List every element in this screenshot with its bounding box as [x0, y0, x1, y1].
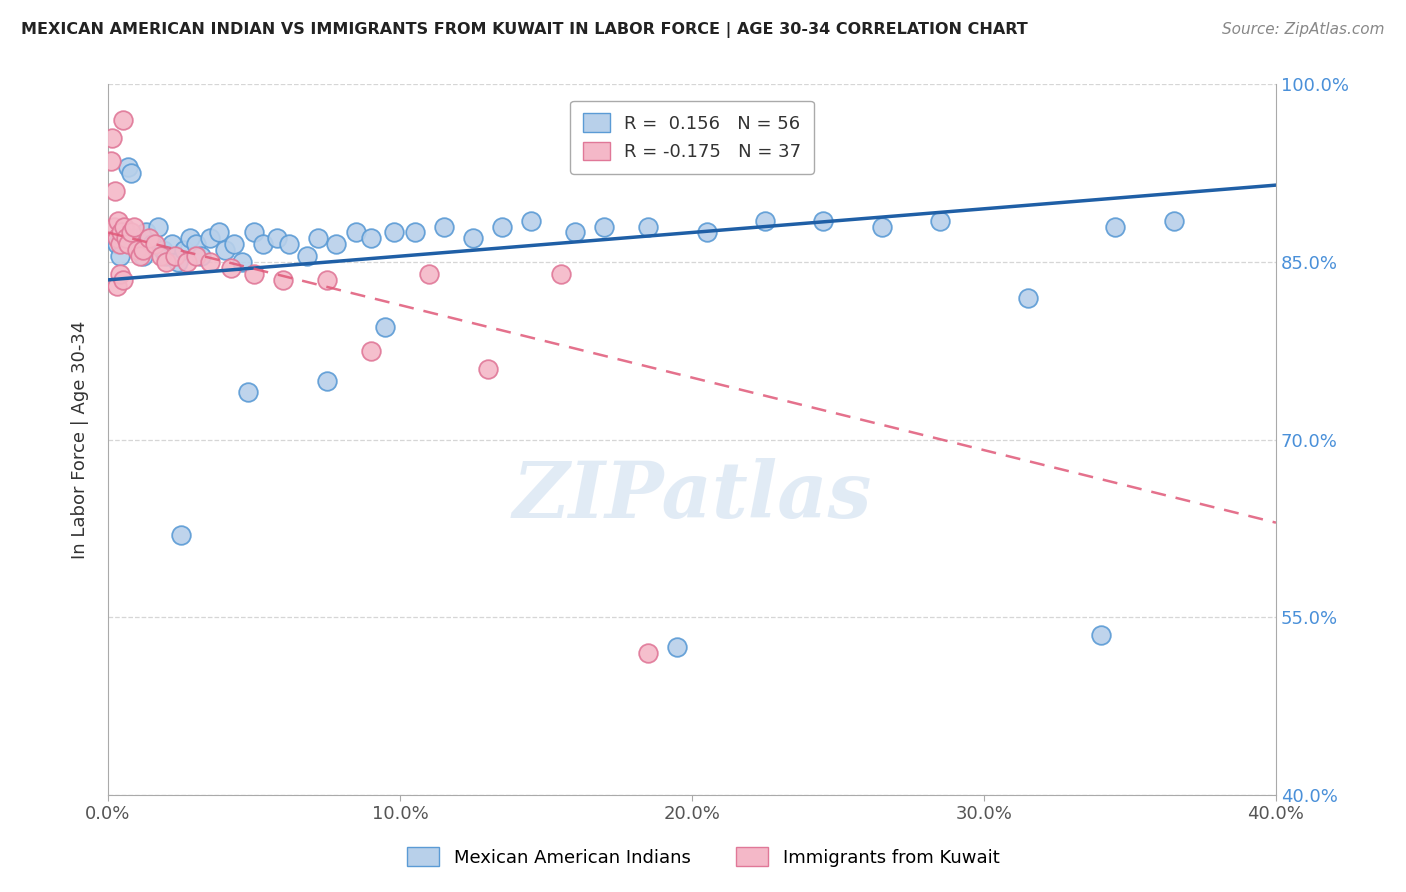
Point — [135, 226, 157, 240]
Point — [108, 267, 131, 281]
Point — [184, 249, 207, 263]
Point — [461, 231, 484, 245]
Point — [105, 278, 128, 293]
Point — [127, 231, 149, 245]
Point — [243, 267, 266, 281]
Point — [160, 237, 183, 252]
Point — [295, 249, 318, 263]
Point — [100, 154, 122, 169]
Point — [108, 249, 131, 263]
Point — [1104, 219, 1126, 234]
Point — [108, 237, 131, 252]
Point — [105, 231, 128, 245]
Point — [129, 249, 152, 263]
Point — [870, 219, 893, 234]
Point — [104, 184, 127, 198]
Point — [114, 231, 136, 245]
Point — [152, 244, 174, 258]
Point — [105, 237, 128, 252]
Point — [252, 237, 274, 252]
Point — [107, 213, 129, 227]
Point — [271, 273, 294, 287]
Point — [316, 273, 339, 287]
Point — [122, 219, 145, 234]
Point — [208, 226, 231, 240]
Point — [637, 219, 659, 234]
Point — [325, 237, 347, 252]
Point — [477, 361, 499, 376]
Point — [491, 219, 513, 234]
Legend: R =  0.156   N = 56, R = -0.175   N = 37: R = 0.156 N = 56, R = -0.175 N = 37 — [569, 101, 814, 174]
Point — [184, 237, 207, 252]
Point — [307, 231, 329, 245]
Point — [404, 226, 426, 240]
Legend: Mexican American Indians, Immigrants from Kuwait: Mexican American Indians, Immigrants fro… — [399, 840, 1007, 874]
Text: ZIPatlas: ZIPatlas — [512, 458, 872, 535]
Point — [111, 112, 134, 127]
Point — [111, 273, 134, 287]
Point — [696, 226, 718, 240]
Point — [1090, 628, 1112, 642]
Point — [666, 640, 689, 654]
Point — [155, 255, 177, 269]
Point — [520, 213, 543, 227]
Point — [120, 166, 142, 180]
Point — [129, 244, 152, 258]
Point — [316, 374, 339, 388]
Point — [198, 255, 221, 269]
Point — [176, 255, 198, 269]
Point — [155, 249, 177, 263]
Point — [103, 219, 125, 234]
Point — [637, 646, 659, 660]
Point — [243, 226, 266, 240]
Point — [813, 213, 835, 227]
Point — [132, 244, 155, 258]
Point — [360, 231, 382, 245]
Point — [110, 226, 132, 240]
Y-axis label: In Labor Force | Age 30-34: In Labor Force | Age 30-34 — [72, 320, 89, 559]
Text: MEXICAN AMERICAN INDIAN VS IMMIGRANTS FROM KUWAIT IN LABOR FORCE | AGE 30-34 COR: MEXICAN AMERICAN INDIAN VS IMMIGRANTS FR… — [21, 22, 1028, 38]
Point — [198, 231, 221, 245]
Point — [344, 226, 367, 240]
Point — [214, 244, 236, 258]
Point — [141, 237, 163, 252]
Point — [433, 219, 456, 234]
Point — [564, 226, 586, 240]
Point — [143, 237, 166, 252]
Point — [550, 267, 572, 281]
Point — [149, 249, 172, 263]
Point — [117, 161, 139, 175]
Point — [360, 343, 382, 358]
Point — [117, 237, 139, 252]
Point — [236, 385, 259, 400]
Point — [165, 249, 187, 263]
Point — [173, 244, 195, 258]
Point — [754, 213, 776, 227]
Point — [1017, 291, 1039, 305]
Point — [266, 231, 288, 245]
Text: Source: ZipAtlas.com: Source: ZipAtlas.com — [1222, 22, 1385, 37]
Point — [101, 130, 124, 145]
Point — [231, 255, 253, 269]
Point — [120, 226, 142, 240]
Point — [278, 237, 301, 252]
Point — [179, 231, 201, 245]
Point — [929, 213, 952, 227]
Point — [167, 255, 190, 269]
Point — [1163, 213, 1185, 227]
Point — [138, 231, 160, 245]
Point — [127, 244, 149, 258]
Point — [219, 260, 242, 275]
Point — [146, 219, 169, 234]
Point — [190, 249, 212, 263]
Point — [222, 237, 245, 252]
Point — [111, 231, 134, 245]
Point — [112, 219, 135, 234]
Point — [593, 219, 616, 234]
Point — [374, 320, 396, 334]
Point — [382, 226, 405, 240]
Point — [170, 527, 193, 541]
Point — [132, 249, 155, 263]
Point — [418, 267, 440, 281]
